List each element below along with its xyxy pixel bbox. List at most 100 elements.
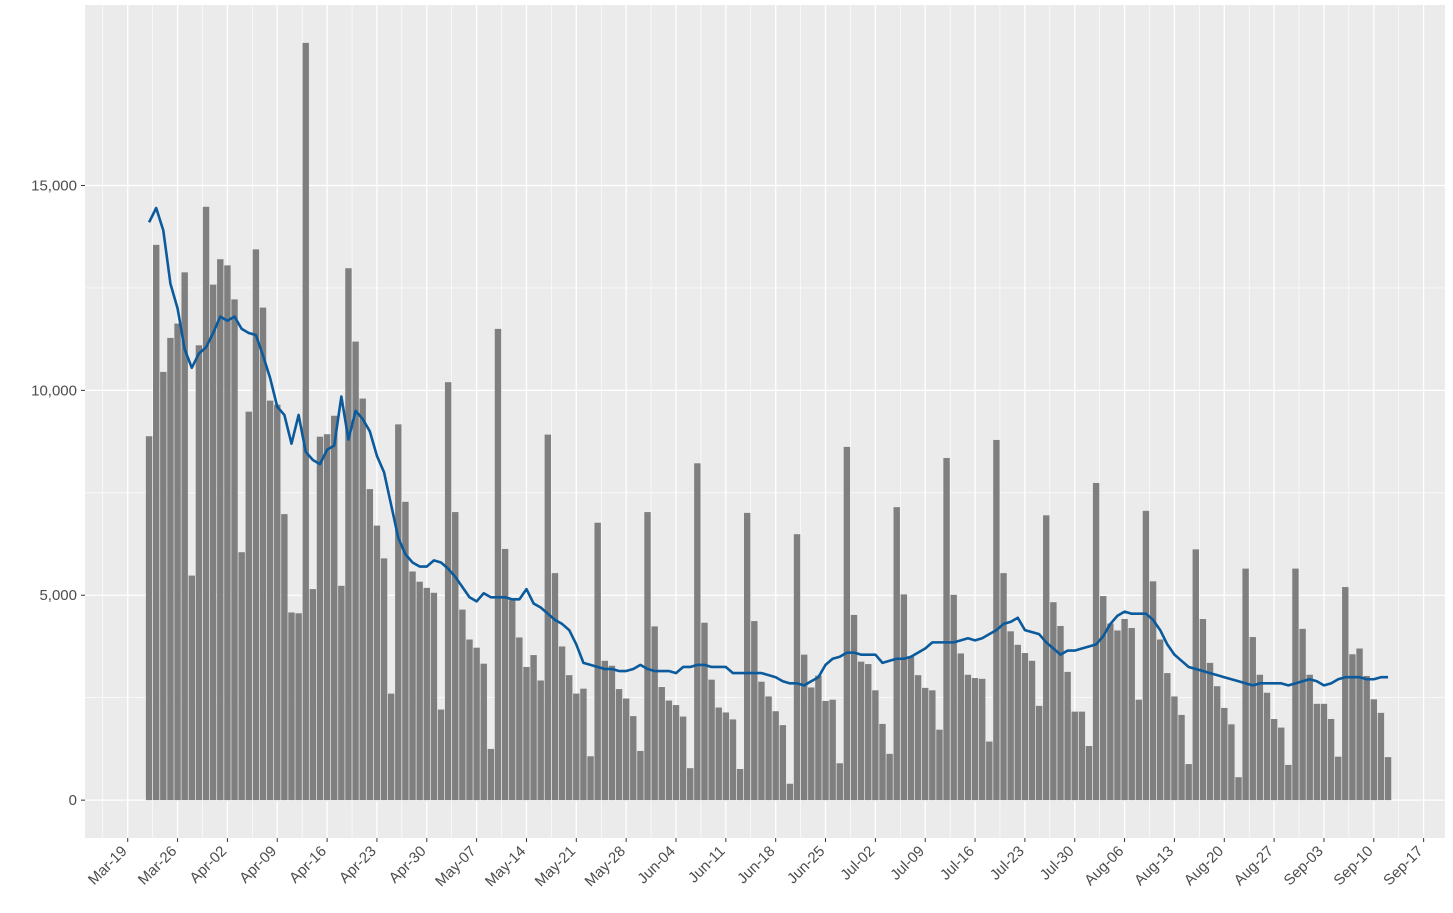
bar — [829, 699, 836, 801]
y-tick-label: 10,000 — [31, 382, 77, 399]
bar — [644, 512, 651, 801]
bar — [587, 756, 594, 801]
bar — [1192, 549, 1199, 801]
bar — [281, 514, 288, 801]
bar — [1050, 602, 1057, 801]
bar — [387, 693, 395, 801]
bar — [1206, 662, 1214, 801]
bar — [701, 622, 708, 801]
y-tick-label: 0 — [69, 792, 77, 809]
bar — [259, 307, 267, 801]
bar — [922, 687, 929, 801]
bar — [231, 299, 238, 801]
bar — [288, 612, 295, 801]
x-tick-label: Jul-02 — [837, 843, 878, 884]
bar — [516, 637, 523, 801]
bar — [509, 600, 516, 801]
bar — [850, 614, 858, 801]
bar — [565, 675, 573, 801]
bar — [338, 585, 345, 801]
bar — [380, 558, 388, 801]
bar — [1171, 696, 1178, 801]
bar — [1342, 587, 1349, 801]
bar — [694, 463, 701, 801]
bar — [843, 446, 851, 801]
y-tick-label: 5,000 — [39, 587, 77, 604]
bar — [238, 552, 245, 801]
x-tick-label: Jun-25 — [784, 843, 828, 887]
bar — [822, 700, 829, 801]
bar — [558, 646, 566, 801]
bar — [986, 741, 993, 801]
bar — [323, 434, 331, 801]
x-tick-label: May-28 — [582, 843, 629, 890]
x-tick-label: Apr-23 — [336, 843, 380, 887]
bar — [1327, 719, 1335, 801]
x-tick-label: Sep-10 — [1330, 843, 1376, 889]
bar — [537, 680, 544, 801]
bar — [1000, 573, 1007, 801]
bar — [409, 571, 416, 801]
bar — [1299, 628, 1306, 801]
bar — [615, 689, 623, 801]
bar — [1306, 674, 1313, 801]
bar — [1213, 686, 1221, 801]
bar — [1356, 648, 1363, 801]
bar — [487, 748, 495, 801]
bar — [452, 512, 459, 801]
bar — [1071, 711, 1078, 801]
x-tick-label: Jul-23 — [987, 843, 1028, 884]
x-tick-label: Apr-30 — [386, 843, 430, 887]
x-tick-label: Jun-11 — [685, 843, 729, 887]
bar — [174, 323, 181, 801]
x-tick-label: Apr-02 — [186, 843, 230, 887]
bar — [530, 655, 537, 801]
bar — [217, 259, 224, 801]
bar — [1156, 639, 1164, 801]
bar — [309, 589, 317, 801]
bar — [345, 268, 352, 801]
bar — [993, 439, 1000, 801]
bar — [1263, 692, 1271, 801]
bar — [466, 639, 473, 801]
bar — [573, 693, 580, 801]
bar — [1384, 757, 1392, 801]
bar — [195, 345, 203, 801]
bar — [580, 688, 587, 801]
x-tick-label: Sep-17 — [1380, 843, 1426, 889]
bar — [501, 548, 509, 801]
bar — [743, 512, 751, 801]
bar — [886, 753, 893, 801]
bar — [1363, 675, 1370, 801]
x-tick-label: Jul-30 — [1037, 843, 1078, 884]
bar — [1128, 628, 1135, 801]
bar — [715, 707, 722, 801]
bar — [245, 411, 252, 801]
bar — [651, 626, 658, 801]
bar — [1043, 515, 1050, 801]
bar — [1014, 644, 1021, 801]
bar — [936, 729, 943, 801]
bar — [907, 656, 915, 801]
bar — [480, 663, 487, 801]
bar — [943, 457, 950, 801]
bar — [1221, 707, 1228, 801]
bar — [444, 382, 452, 801]
bar — [1035, 705, 1043, 801]
bar — [373, 525, 381, 801]
y-tick-label: 15,000 — [31, 177, 77, 194]
bar — [366, 489, 374, 801]
bar — [302, 42, 309, 801]
x-tick-label: May-07 — [432, 843, 479, 890]
bar — [1007, 631, 1014, 801]
bar — [359, 398, 366, 801]
bar — [295, 613, 302, 801]
bar — [402, 501, 409, 801]
x-tick-label: Sep-03 — [1281, 843, 1327, 889]
x-tick-label: Jun-04 — [634, 843, 678, 887]
bar — [1249, 637, 1256, 801]
bar — [395, 424, 402, 801]
bar — [836, 763, 843, 801]
x-tick-label: Jun-18 — [734, 843, 778, 887]
bar — [729, 719, 737, 801]
